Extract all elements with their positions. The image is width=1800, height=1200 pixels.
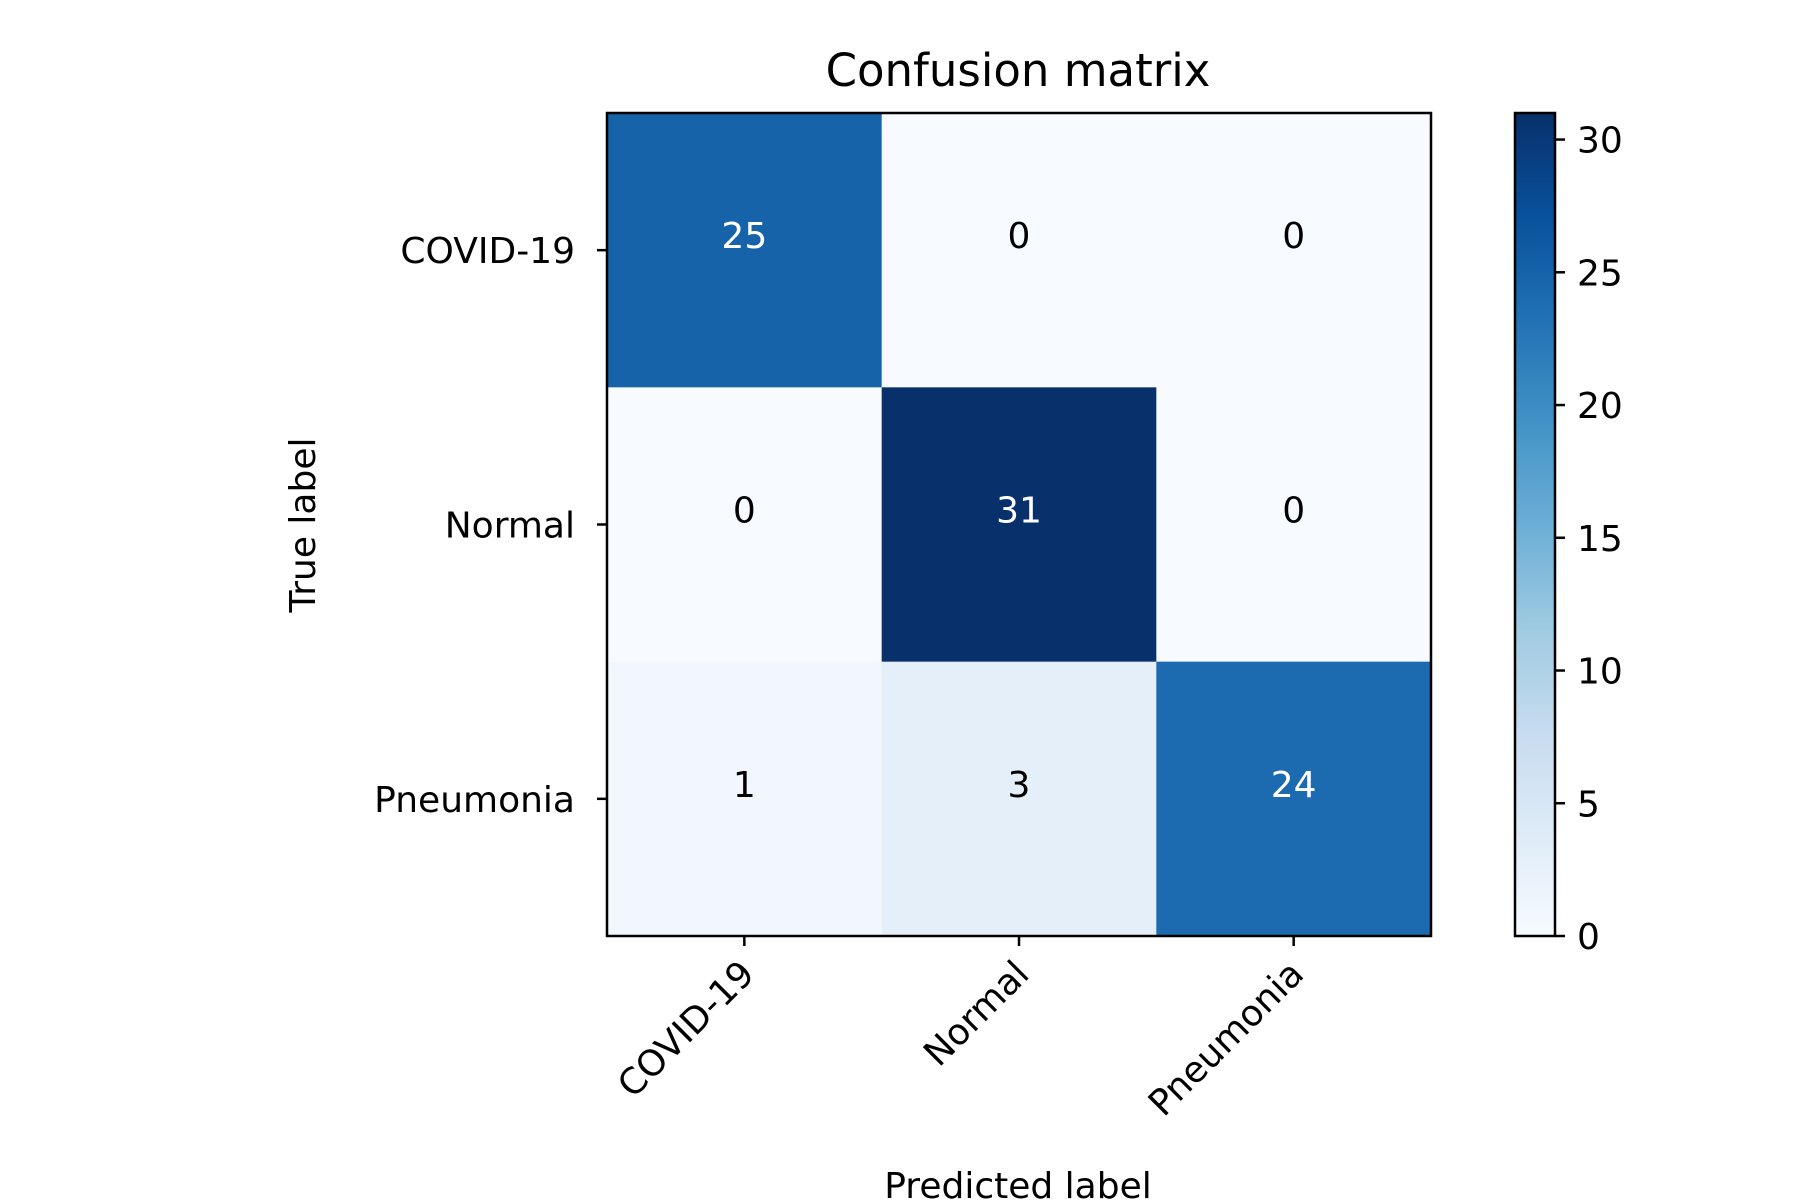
cell-value-label: 25 — [721, 216, 767, 257]
x-tick-label: Normal — [916, 953, 1037, 1074]
heatmap-cell — [881, 387, 1157, 663]
heatmap-cell — [881, 113, 1157, 388]
cell-value-label: 0 — [1282, 491, 1305, 532]
colorbar — [1513, 111, 1557, 938]
cell-value-label: 24 — [1271, 765, 1317, 806]
cell-value-label: 1 — [733, 765, 756, 806]
colorbar-tick-label: 30 — [1577, 121, 1623, 162]
colorbar-tick-label: 15 — [1577, 519, 1623, 560]
heatmap-cell — [1156, 113, 1432, 388]
cell-value-label: 0 — [1282, 216, 1305, 257]
heatmap-cells — [607, 113, 1432, 937]
colorbar-tick-label: 10 — [1577, 652, 1623, 693]
colorbar-tick-label: 25 — [1577, 253, 1623, 294]
y-axis-ticks: COVID-19 Normal Pneumonia — [374, 231, 607, 821]
y-tick-label: Normal — [445, 506, 575, 547]
y-axis-label: True label — [283, 438, 324, 614]
colorbar-ticks: 0 5 10 15 20 25 30 — [1555, 121, 1623, 958]
x-axis-ticks: COVID-19 Normal Pneumonia — [610, 936, 1312, 1124]
colorbar-tick-label: 20 — [1577, 386, 1623, 427]
x-tick-label: COVID-19 — [610, 953, 762, 1105]
y-tick-label: Pneumonia — [374, 780, 575, 821]
heatmap-cell-labels: 25 0 0 0 31 0 1 3 24 — [721, 216, 1316, 806]
heatmap-cell — [607, 387, 883, 663]
x-axis-label: Predicted label — [884, 1166, 1152, 1200]
heatmap-cell — [1156, 661, 1432, 937]
chart-title: Confusion matrix — [826, 44, 1211, 97]
colorbar-tick-label: 5 — [1577, 784, 1600, 825]
y-tick-label: COVID-19 — [400, 231, 575, 272]
cell-value-label: 3 — [1008, 765, 1031, 806]
heatmap-cell — [881, 661, 1157, 937]
cell-value-label: 0 — [733, 491, 756, 532]
colorbar-tick-label: 0 — [1577, 917, 1600, 958]
heatmap-cell — [607, 661, 883, 937]
cell-value-label: 31 — [996, 491, 1042, 532]
x-tick-label: Pneumonia — [1141, 953, 1312, 1124]
cell-value-label: 0 — [1008, 216, 1031, 257]
heatmap-cell — [607, 113, 883, 388]
heatmap-cell — [1156, 387, 1432, 663]
